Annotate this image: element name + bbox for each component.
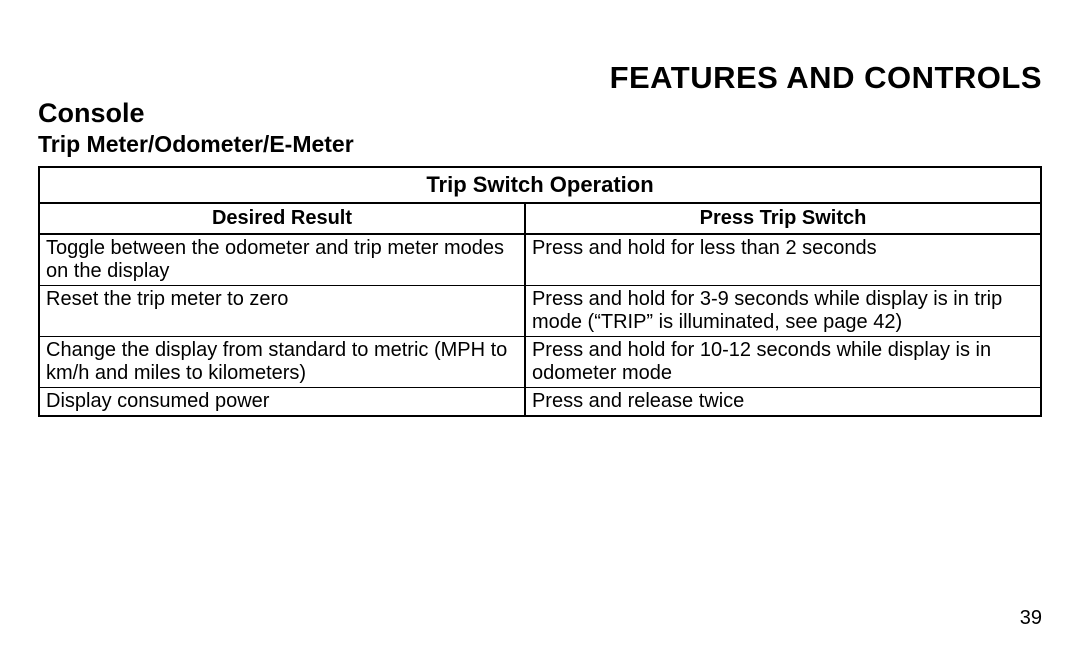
table-title: Trip Switch Operation	[39, 167, 1041, 203]
table-row: Display consumed power Press and release…	[39, 388, 1041, 417]
column-header-press-trip-switch: Press Trip Switch	[525, 203, 1041, 234]
table-row: Reset the trip meter to zero Press and h…	[39, 286, 1041, 337]
table-cell: Reset the trip meter to zero	[39, 286, 525, 337]
chapter-title: FEATURES AND CONTROLS	[38, 60, 1042, 96]
trip-switch-table: Trip Switch Operation Desired Result Pre…	[38, 166, 1042, 417]
table-cell: Toggle between the odometer and trip met…	[39, 234, 525, 286]
table-row: Change the display from standard to metr…	[39, 337, 1041, 388]
table-cell: Press and hold for 3-9 seconds while dis…	[525, 286, 1041, 337]
page-number: 39	[1020, 607, 1042, 630]
section-title: Console	[38, 98, 1042, 129]
table-cell: Press and hold for less than 2 seconds	[525, 234, 1041, 286]
table-cell: Press and hold for 10-12 seconds while d…	[525, 337, 1041, 388]
column-header-desired-result: Desired Result	[39, 203, 525, 234]
table-title-row: Trip Switch Operation	[39, 167, 1041, 203]
table-cell: Change the display from standard to metr…	[39, 337, 525, 388]
table-header-row: Desired Result Press Trip Switch	[39, 203, 1041, 234]
table-row: Toggle between the odometer and trip met…	[39, 234, 1041, 286]
table-cell: Display consumed power	[39, 388, 525, 417]
subsection-title: Trip Meter/Odometer/E-Meter	[38, 131, 1042, 158]
table-cell: Press and release twice	[525, 388, 1041, 417]
manual-page: FEATURES AND CONTROLS Console Trip Meter…	[0, 0, 1080, 664]
